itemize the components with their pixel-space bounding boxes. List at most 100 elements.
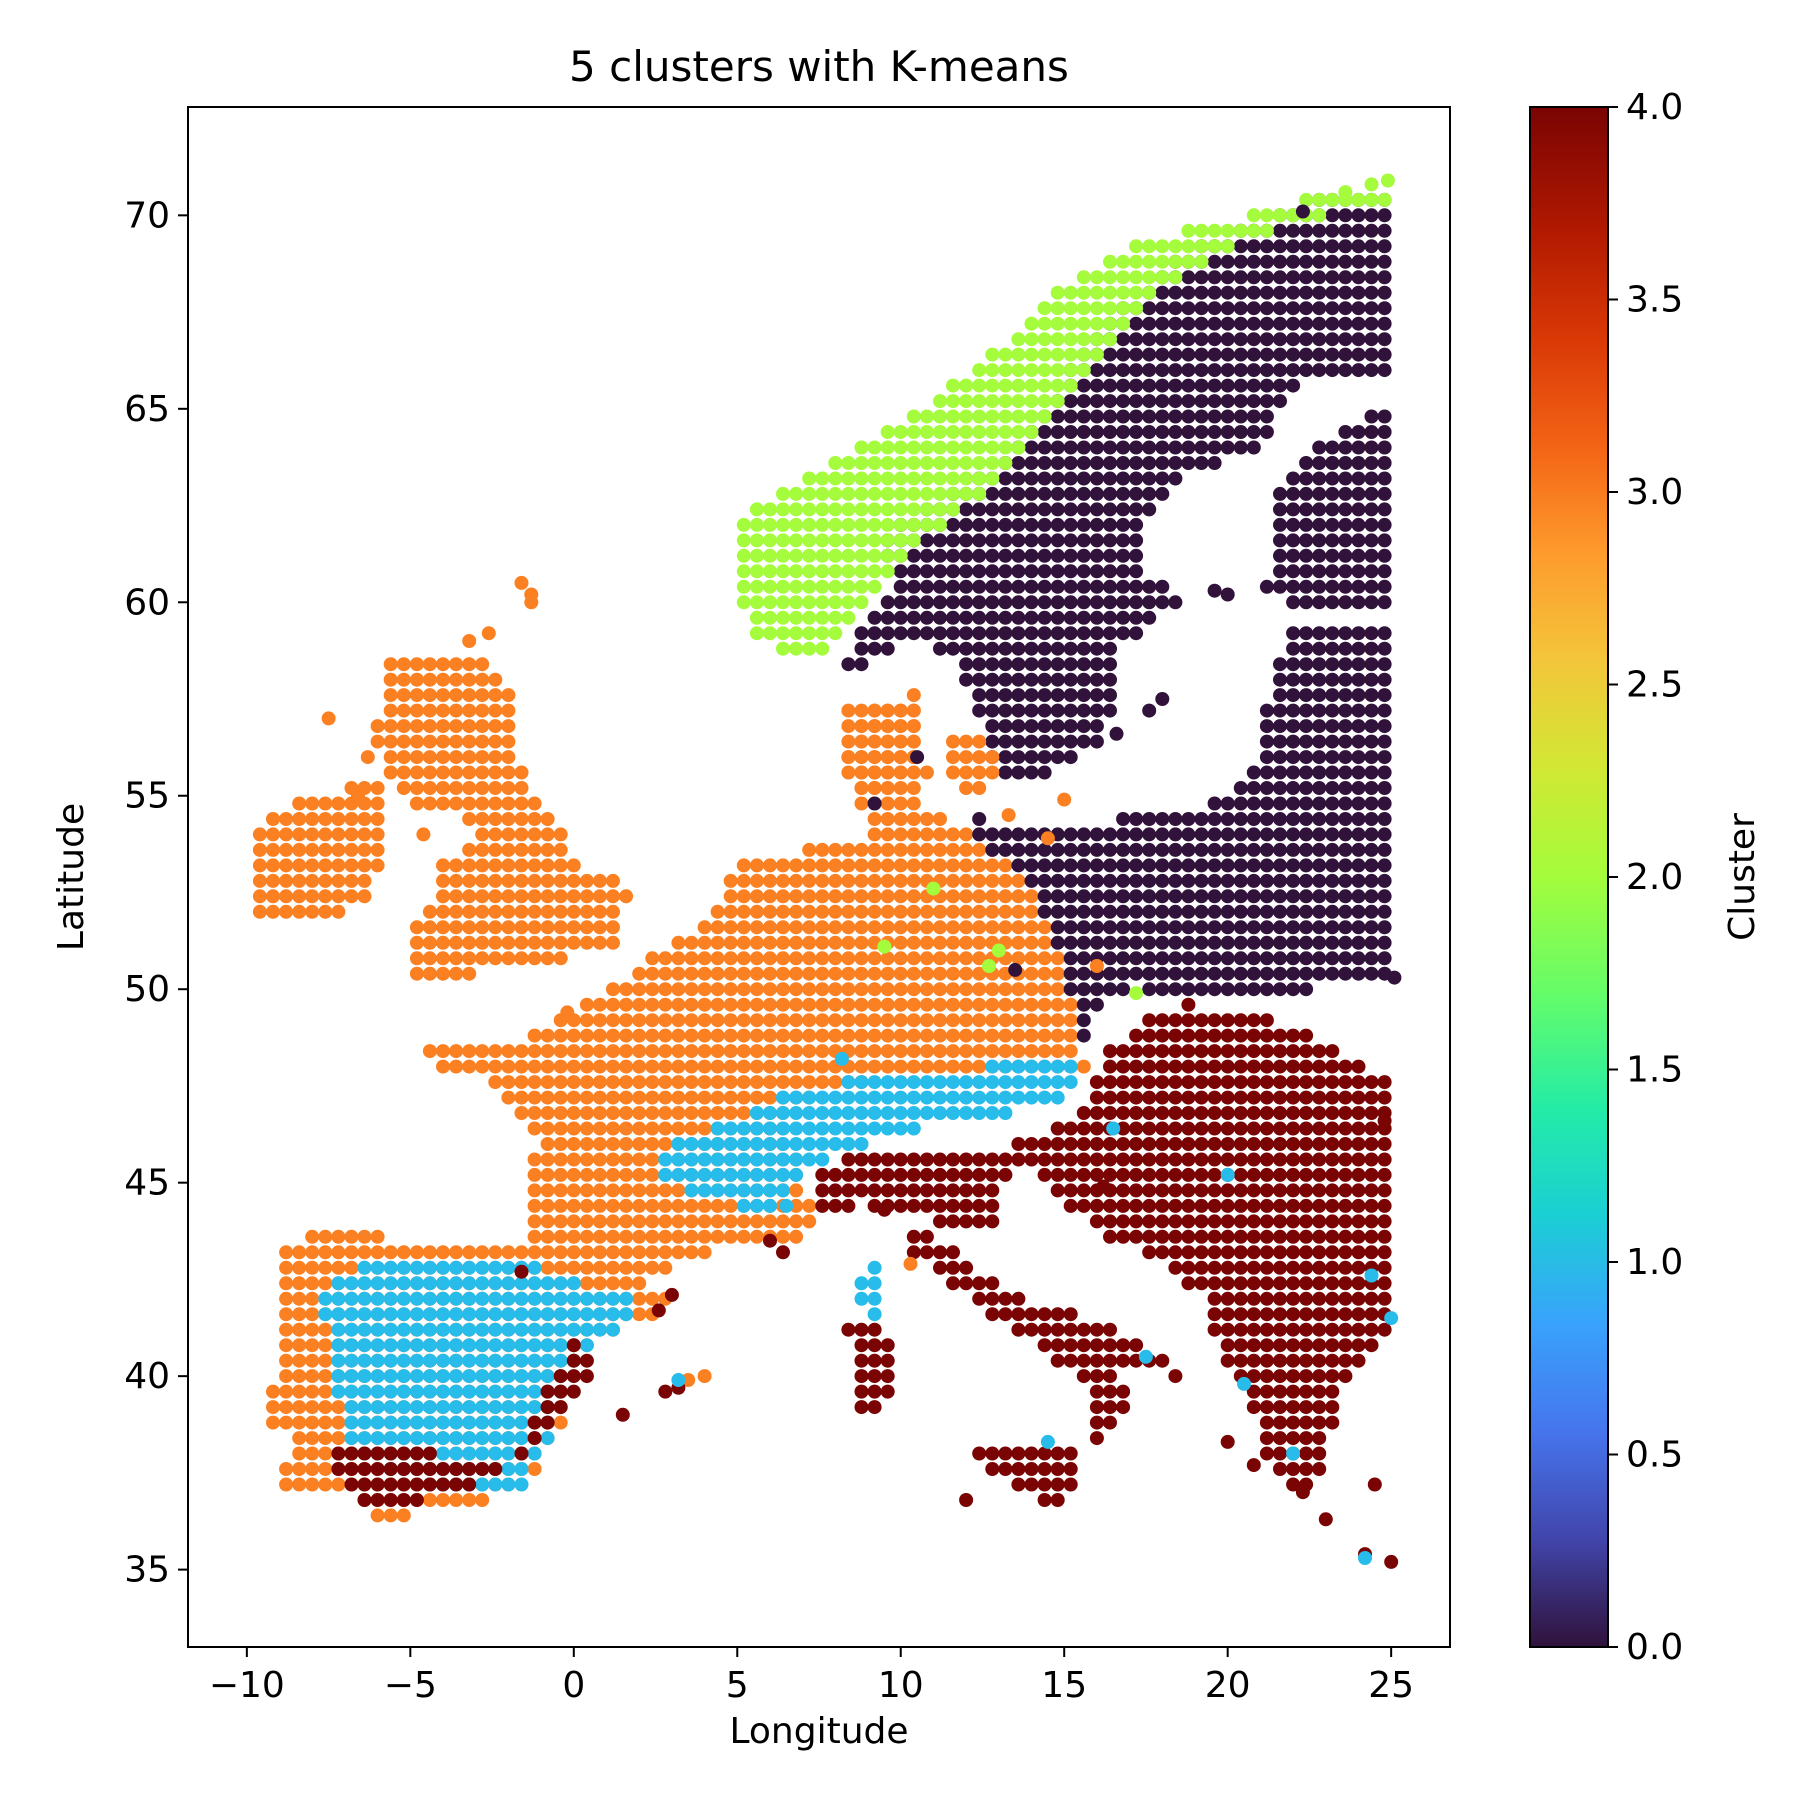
data-point	[985, 1183, 1000, 1198]
data-point	[1155, 920, 1170, 935]
data-point	[1168, 394, 1183, 409]
data-point	[906, 486, 921, 501]
data-point	[436, 781, 450, 795]
data-point	[540, 1260, 555, 1275]
data-point	[763, 1044, 777, 1059]
data-point	[475, 781, 490, 795]
data-point	[1299, 1276, 1314, 1291]
data-point	[867, 1369, 882, 1384]
data-point	[893, 1152, 908, 1167]
data-point	[919, 595, 934, 610]
data-point	[1377, 285, 1392, 300]
data-point	[763, 564, 777, 579]
data-point	[1024, 347, 1039, 362]
data-point	[331, 1462, 346, 1476]
colorbar	[1529, 106, 1609, 1648]
data-point	[1351, 223, 1366, 238]
data-point	[1155, 239, 1170, 254]
data-point	[357, 873, 372, 888]
data-point	[710, 951, 725, 966]
data-point	[1142, 966, 1157, 981]
data-point	[1259, 812, 1274, 826]
data-point	[1076, 610, 1091, 625]
data-point	[1286, 579, 1301, 594]
data-point	[1076, 1059, 1091, 1074]
data-point	[1259, 765, 1274, 780]
data-point	[1273, 672, 1287, 687]
data-point	[1246, 208, 1261, 223]
data-point	[1207, 456, 1222, 470]
data-point	[933, 1214, 947, 1229]
data-point	[1181, 1245, 1196, 1260]
data-point	[1233, 223, 1248, 238]
data-point	[946, 456, 960, 470]
data-point	[1286, 935, 1301, 950]
data-point	[1237, 1376, 1251, 1391]
data-point	[1076, 842, 1091, 857]
data-point	[1233, 301, 1248, 316]
y-tick-label: 65	[124, 389, 170, 430]
data-point	[514, 796, 529, 811]
data-point	[462, 688, 477, 703]
data-point	[985, 517, 1000, 532]
data-point	[422, 1245, 437, 1260]
data-point	[841, 595, 856, 610]
data-point	[488, 873, 503, 888]
data-point	[1325, 1044, 1340, 1059]
data-point	[1050, 1044, 1065, 1059]
data-point	[1168, 982, 1183, 997]
data-point	[919, 842, 934, 857]
data-point	[357, 1384, 372, 1399]
data-point	[1286, 750, 1301, 765]
data-point	[1024, 316, 1039, 331]
data-point	[422, 688, 437, 703]
data-point	[1338, 185, 1353, 200]
data-point	[1286, 254, 1301, 269]
data-point	[462, 1322, 477, 1337]
data-point	[1351, 1167, 1366, 1182]
data-point	[906, 502, 921, 517]
data-point	[776, 1245, 790, 1260]
data-point	[684, 1028, 699, 1043]
data-point	[985, 688, 1000, 703]
data-point	[1037, 1013, 1052, 1028]
data-point	[1129, 425, 1144, 439]
data-point	[1325, 734, 1340, 749]
data-point	[488, 812, 503, 826]
data-point	[1364, 812, 1379, 826]
data-point	[436, 1493, 450, 1507]
data-point	[1259, 1260, 1274, 1275]
data-point	[867, 1075, 882, 1090]
data-point	[910, 750, 925, 765]
data-point	[985, 641, 1000, 656]
data-point	[1220, 270, 1235, 285]
data-point	[1351, 750, 1366, 765]
data-point	[985, 1090, 1000, 1105]
data-point	[867, 904, 882, 919]
data-point	[1377, 672, 1392, 687]
data-point	[632, 1198, 647, 1213]
data-point	[1103, 904, 1117, 919]
data-point	[985, 1152, 1000, 1167]
data-point	[357, 1307, 372, 1322]
data-point	[1338, 1198, 1353, 1213]
data-point	[1194, 1059, 1209, 1074]
data-point	[501, 1462, 516, 1476]
data-point	[1286, 765, 1301, 780]
data-point	[749, 1044, 764, 1059]
data-point	[1142, 456, 1157, 470]
data-point	[1168, 595, 1183, 610]
data-point	[985, 858, 1000, 873]
data-point	[671, 1013, 686, 1028]
data-point	[1116, 332, 1131, 347]
data-point	[1246, 1059, 1261, 1074]
data-point	[1129, 595, 1144, 610]
data-point	[1103, 301, 1117, 316]
data-point	[462, 1260, 477, 1275]
data-point	[1116, 1167, 1131, 1182]
data-point	[684, 1229, 699, 1244]
data-point	[1325, 1338, 1340, 1353]
data-point	[331, 1400, 346, 1415]
data-point	[606, 1137, 620, 1151]
data-point	[985, 997, 1000, 1012]
